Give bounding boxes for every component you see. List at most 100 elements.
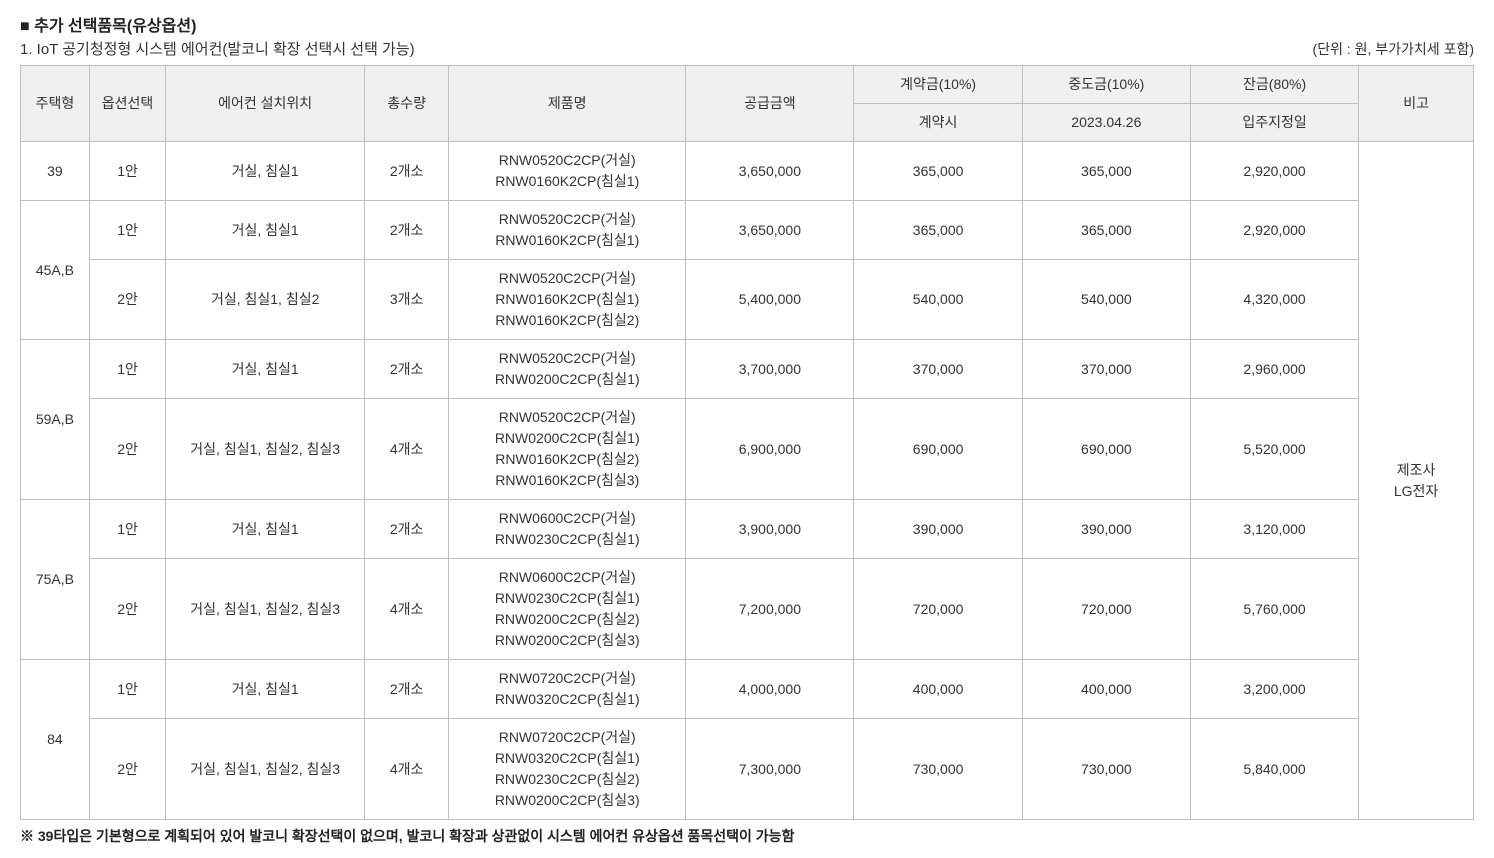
cell-interim: 730,000 <box>1022 719 1190 820</box>
table-head: 주택형 옵션선택 에어컨 설치위치 총수량 제품명 공급금액 계약금(10%) … <box>21 66 1474 142</box>
th-interim: 중도금(10%) <box>1022 66 1190 104</box>
cell-location: 거실, 침실1, 침실2, 침실3 <box>166 399 365 500</box>
cell-location: 거실, 침실1 <box>166 142 365 201</box>
cell-interim: 365,000 <box>1022 142 1190 201</box>
cell-product: RNW0520C2CP(거실)RNW0200C2CP(침실1) <box>449 340 686 399</box>
cell-option: 2안 <box>89 559 165 660</box>
table-row: 45A,B1안거실, 침실12개소RNW0520C2CP(거실)RNW0160K… <box>21 201 1474 260</box>
cell-supply: 7,300,000 <box>686 719 854 820</box>
cell-option: 2안 <box>89 399 165 500</box>
cell-contract: 390,000 <box>854 500 1022 559</box>
cell-contract: 730,000 <box>854 719 1022 820</box>
cell-product: RNW0600C2CP(거실)RNW0230C2CP(침실1) <box>449 500 686 559</box>
cell-supply: 3,650,000 <box>686 201 854 260</box>
cell-qty: 2개소 <box>365 142 449 201</box>
cell-contract: 690,000 <box>854 399 1022 500</box>
th-option: 옵션선택 <box>89 66 165 142</box>
cell-balance: 5,520,000 <box>1190 399 1358 500</box>
cell-qty: 2개소 <box>365 660 449 719</box>
th-product: 제품명 <box>449 66 686 142</box>
cell-qty: 3개소 <box>365 260 449 340</box>
table-row: 2안거실, 침실1, 침실2, 침실34개소RNW0600C2CP(거실)RNW… <box>21 559 1474 660</box>
cell-interim: 690,000 <box>1022 399 1190 500</box>
cell-contract: 365,000 <box>854 142 1022 201</box>
table-row: 59A,B1안거실, 침실12개소RNW0520C2CP(거실)RNW0200C… <box>21 340 1474 399</box>
cell-product: RNW0520C2CP(거실)RNW0200C2CP(침실1)RNW0160K2… <box>449 399 686 500</box>
page-title: ■ 추가 선택품목(유상옵션) <box>20 12 1474 36</box>
cell-supply: 6,900,000 <box>686 399 854 500</box>
cell-product: RNW0520C2CP(거실)RNW0160K2CP(침실1) <box>449 142 686 201</box>
th-type: 주택형 <box>21 66 90 142</box>
cell-location: 거실, 침실1, 침실2, 침실3 <box>166 559 365 660</box>
th-qty: 총수량 <box>365 66 449 142</box>
cell-qty: 2개소 <box>365 201 449 260</box>
cell-option: 1안 <box>89 201 165 260</box>
cell-supply: 5,400,000 <box>686 260 854 340</box>
cell-option: 2안 <box>89 719 165 820</box>
th-contract-sub: 계약시 <box>854 104 1022 142</box>
cell-note: 제조사LG전자 <box>1359 142 1474 820</box>
cell-supply: 7,200,000 <box>686 559 854 660</box>
cell-supply: 4,000,000 <box>686 660 854 719</box>
cell-option: 1안 <box>89 142 165 201</box>
th-location: 에어컨 설치위치 <box>166 66 365 142</box>
cell-supply: 3,700,000 <box>686 340 854 399</box>
subtitle: 1. IoT 공기청정형 시스템 에어컨(발코니 확장 선택시 선택 가능) <box>20 38 415 59</box>
cell-type: 39 <box>21 142 90 201</box>
cell-supply: 3,900,000 <box>686 500 854 559</box>
cell-qty: 4개소 <box>365 719 449 820</box>
table-row: 391안거실, 침실12개소RNW0520C2CP(거실)RNW0160K2CP… <box>21 142 1474 201</box>
cell-contract: 720,000 <box>854 559 1022 660</box>
subtitle-row: 1. IoT 공기청정형 시스템 에어컨(발코니 확장 선택시 선택 가능) (… <box>20 38 1474 59</box>
cell-interim: 370,000 <box>1022 340 1190 399</box>
cell-option: 2안 <box>89 260 165 340</box>
cell-option: 1안 <box>89 340 165 399</box>
table-row: 2안거실, 침실1, 침실2, 침실34개소RNW0520C2CP(거실)RNW… <box>21 399 1474 500</box>
th-supply: 공급금액 <box>686 66 854 142</box>
cell-location: 거실, 침실1, 침실2, 침실3 <box>166 719 365 820</box>
cell-interim: 540,000 <box>1022 260 1190 340</box>
table-row: 2안거실, 침실1, 침실23개소RNW0520C2CP(거실)RNW0160K… <box>21 260 1474 340</box>
cell-supply: 3,650,000 <box>686 142 854 201</box>
cell-contract: 365,000 <box>854 201 1022 260</box>
th-contract: 계약금(10%) <box>854 66 1022 104</box>
cell-type: 75A,B <box>21 500 90 660</box>
cell-interim: 720,000 <box>1022 559 1190 660</box>
pricing-table: 주택형 옵션선택 에어컨 설치위치 총수량 제품명 공급금액 계약금(10%) … <box>20 65 1474 820</box>
table-row: 2안거실, 침실1, 침실2, 침실34개소RNW0720C2CP(거실)RNW… <box>21 719 1474 820</box>
cell-interim: 390,000 <box>1022 500 1190 559</box>
cell-contract: 370,000 <box>854 340 1022 399</box>
cell-type: 45A,B <box>21 201 90 340</box>
cell-product: RNW0720C2CP(거실)RNW0320C2CP(침실1)RNW0230C2… <box>449 719 686 820</box>
header-section: ■ 추가 선택품목(유상옵션) 1. IoT 공기청정형 시스템 에어컨(발코니… <box>20 12 1474 59</box>
cell-qty: 4개소 <box>365 559 449 660</box>
cell-balance: 5,760,000 <box>1190 559 1358 660</box>
cell-balance: 2,920,000 <box>1190 201 1358 260</box>
cell-location: 거실, 침실1 <box>166 500 365 559</box>
cell-balance: 4,320,000 <box>1190 260 1358 340</box>
cell-balance: 3,200,000 <box>1190 660 1358 719</box>
cell-contract: 400,000 <box>854 660 1022 719</box>
cell-location: 거실, 침실1 <box>166 340 365 399</box>
table-row: 841안거실, 침실12개소RNW0720C2CP(거실)RNW0320C2CP… <box>21 660 1474 719</box>
cell-balance: 5,840,000 <box>1190 719 1358 820</box>
th-note: 비고 <box>1359 66 1474 142</box>
footnote: ※ 39타입은 기본형으로 계획되어 있어 발코니 확장선택이 없으며, 발코니… <box>20 826 1474 846</box>
cell-balance: 2,960,000 <box>1190 340 1358 399</box>
cell-option: 1안 <box>89 660 165 719</box>
cell-balance: 2,920,000 <box>1190 142 1358 201</box>
cell-product: RNW0520C2CP(거실)RNW0160K2CP(침실1)RNW0160K2… <box>449 260 686 340</box>
cell-product: RNW0520C2CP(거실)RNW0160K2CP(침실1) <box>449 201 686 260</box>
cell-type: 59A,B <box>21 340 90 500</box>
cell-interim: 400,000 <box>1022 660 1190 719</box>
cell-location: 거실, 침실1 <box>166 201 365 260</box>
table-row: 75A,B1안거실, 침실12개소RNW0600C2CP(거실)RNW0230C… <box>21 500 1474 559</box>
cell-location: 거실, 침실1 <box>166 660 365 719</box>
cell-qty: 4개소 <box>365 399 449 500</box>
th-interim-sub: 2023.04.26 <box>1022 104 1190 142</box>
cell-contract: 540,000 <box>854 260 1022 340</box>
cell-balance: 3,120,000 <box>1190 500 1358 559</box>
th-balance: 잔금(80%) <box>1190 66 1358 104</box>
th-balance-sub: 입주지정일 <box>1190 104 1358 142</box>
table-body: 391안거실, 침실12개소RNW0520C2CP(거실)RNW0160K2CP… <box>21 142 1474 820</box>
